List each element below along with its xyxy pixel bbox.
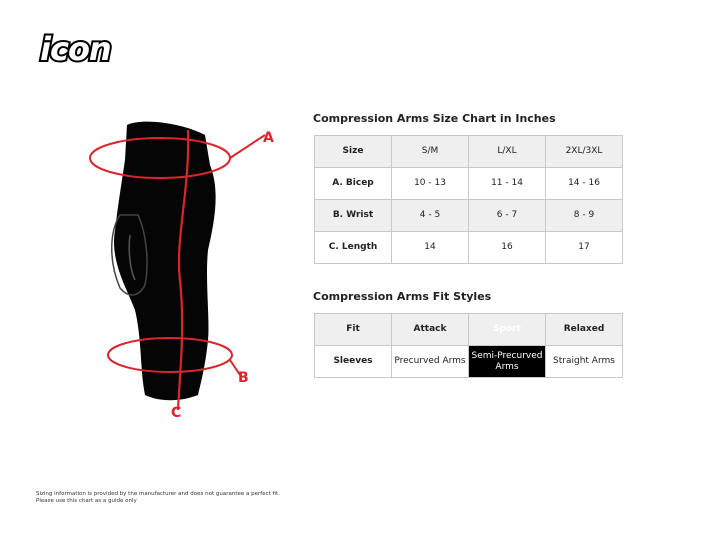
cell: 8 - 9 (545, 199, 623, 232)
disclaimer-line: Please use this chart as a guide only (36, 498, 137, 504)
size-chart-table: Size S/M L/XL 2XL/3XL A. Bicep 10 - 13 1… (314, 135, 623, 264)
cell: 11 - 14 (468, 167, 546, 200)
bicep-measure (89, 134, 266, 179)
header-cell: Fit (314, 313, 392, 346)
table-header-row: Size S/M L/XL 2XL/3XL (314, 135, 623, 168)
header-cell-highlighted: Sport (468, 313, 546, 346)
cell: 10 - 13 (391, 167, 469, 200)
table-row: Sleeves Precurved Arms Semi-Precurved Ar… (314, 345, 623, 378)
header-cell: 2XL/3XL (545, 135, 623, 168)
row-label: Sleeves (314, 345, 392, 378)
header-cell: S/M (391, 135, 469, 168)
label-b: B (238, 370, 249, 386)
compression-arm-diagram: A B C (89, 121, 274, 421)
cell: 4 - 5 (391, 199, 469, 232)
cell: 16 (468, 231, 546, 264)
fit-chart-title: Compression Arms Fit Styles (313, 290, 492, 303)
icon-logo: icon (38, 32, 114, 66)
cell: 14 (391, 231, 469, 264)
cell-highlighted: Semi-Precurved Arms (468, 345, 546, 378)
size-chart-title: Compression Arms Size Chart in Inches (313, 112, 556, 125)
header-cell: L/XL (468, 135, 546, 168)
row-label: A. Bicep (314, 167, 392, 200)
header-cell: Attack (391, 313, 469, 346)
cell: 14 - 16 (545, 167, 623, 200)
row-label: C. Length (314, 231, 392, 264)
cell: 17 (545, 231, 623, 264)
table-row: A. Bicep 10 - 13 11 - 14 14 - 16 (314, 167, 623, 200)
table-row: C. Length 14 16 17 (314, 231, 623, 264)
header-cell: Size (314, 135, 392, 168)
table-header-row: Fit Attack Sport Relaxed (314, 313, 623, 346)
wrist-measure (107, 337, 241, 376)
cell: 6 - 7 (468, 199, 546, 232)
row-label: B. Wrist (314, 199, 392, 232)
cell: Straight Arms (545, 345, 623, 378)
svg-text:icon: icon (40, 32, 111, 66)
label-c: C (171, 405, 181, 421)
table-row: B. Wrist 4 - 5 6 - 7 8 - 9 (314, 199, 623, 232)
label-a: A (263, 130, 274, 146)
disclaimer-line: Sizing information is provided by the ma… (36, 491, 280, 497)
header-cell: Relaxed (545, 313, 623, 346)
disclaimer: Sizing information is provided by the ma… (36, 491, 280, 505)
cell: Precurved Arms (391, 345, 469, 378)
fit-chart-table: Fit Attack Sport Relaxed Sleeves Precurv… (314, 313, 623, 378)
